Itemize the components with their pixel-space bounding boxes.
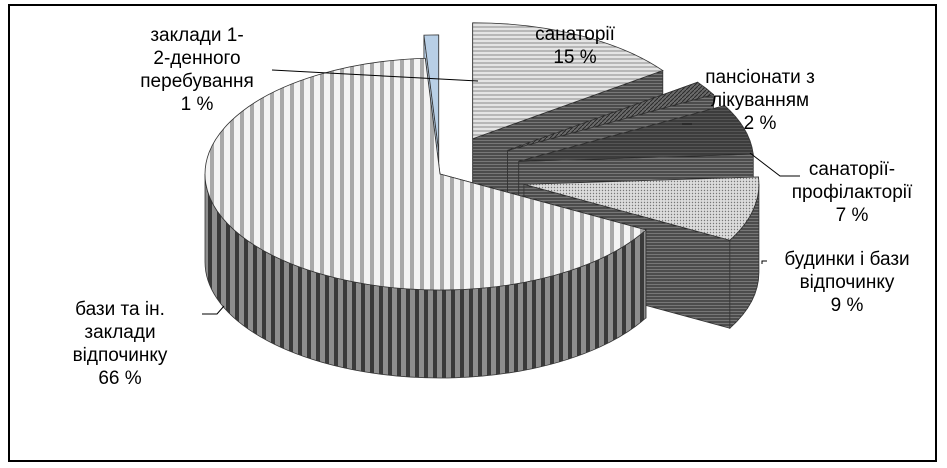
slice-label-short-stay: заклади 1- 2-денного перебування 1 % (140, 25, 254, 115)
slice-label-recreation-bases: бази та ін. заклади відпочинку 66 % (72, 299, 168, 389)
slice-top-sanatorium-prophylactoria (518, 105, 754, 162)
slice-label-pensions: пансіонати з лікуванням 2 % (705, 67, 815, 134)
slice-top-pensions (507, 81, 715, 151)
slice-label-rest-houses: будинки і бази відпочинку 9 % (784, 249, 910, 316)
leader-line-rest-houses (761, 260, 767, 264)
pie-slices (204, 22, 760, 379)
slice-top-rest-houses (523, 176, 760, 241)
leader-line-small-stays (271, 69, 479, 82)
slice-label-sanatoria: санаторії 15 % (535, 24, 615, 68)
slice-recreation-bases (204, 57, 647, 379)
slice-label-sanatorium-prophylactoria: санаторії- профілакторії 7 % (791, 159, 913, 226)
chart-frame: санаторії 15 % пансіонати з лікуванням 2… (8, 4, 937, 462)
slice-top-recreation-bases (204, 57, 647, 291)
leader-line-sanatorium-prophylactoria (749, 152, 800, 177)
slice-top-sanatoria (472, 22, 664, 140)
leader-line-recreation-bases (202, 305, 225, 315)
leader-lines (202, 69, 800, 315)
pie-chart (202, 22, 800, 379)
slice-top-short-stay (423, 34, 440, 151)
